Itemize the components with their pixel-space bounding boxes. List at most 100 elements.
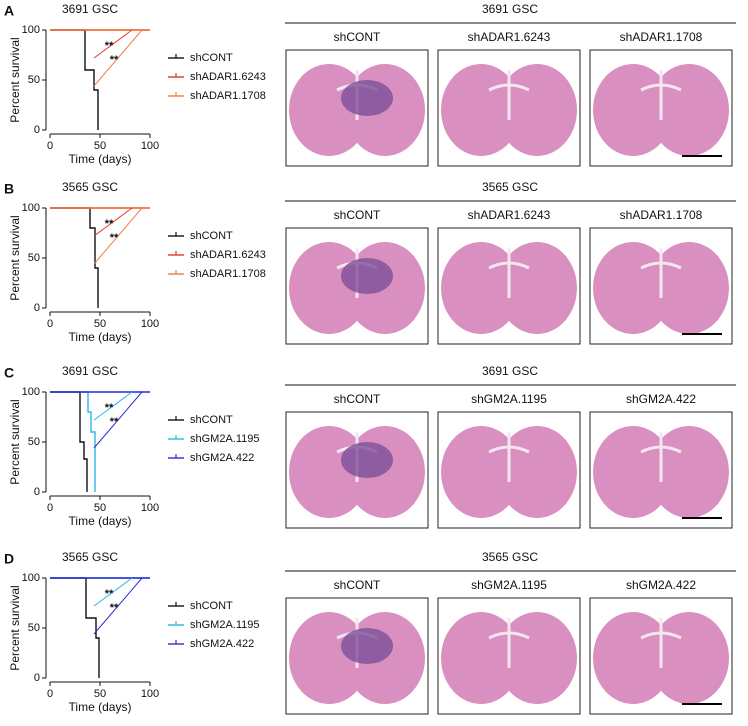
legend-label: shGM2A.422 bbox=[190, 452, 254, 464]
chart-title: 3691 GSC bbox=[62, 2, 118, 16]
y-tick-label: 100 bbox=[22, 572, 40, 584]
y-tick-label: 0 bbox=[34, 486, 40, 498]
tumor bbox=[341, 258, 393, 294]
significance-arrow bbox=[93, 577, 133, 607]
y-tick-label: 50 bbox=[28, 622, 40, 634]
legend-label: shCONT bbox=[190, 230, 233, 242]
x-axis-title: Time (days) bbox=[69, 152, 132, 166]
panel-label: A bbox=[4, 3, 14, 19]
image-label: shADAR1.1708 bbox=[620, 208, 703, 222]
chart-title: 3565 GSC bbox=[62, 550, 118, 564]
y-tick-label: 100 bbox=[22, 24, 40, 36]
significance-mark: ** bbox=[110, 416, 119, 428]
legend-label: shCONT bbox=[190, 414, 233, 426]
survival-curve bbox=[50, 577, 100, 678]
significance-arrow bbox=[93, 391, 133, 421]
y-tick-label: 0 bbox=[34, 672, 40, 684]
x-tick-label: 100 bbox=[141, 140, 159, 152]
image-label: shGM2A.422 bbox=[626, 392, 696, 406]
legend-label: shADAR1.6243 bbox=[190, 71, 266, 83]
tumor bbox=[341, 80, 393, 116]
x-tick-label: 100 bbox=[141, 688, 159, 700]
legend-label: shADAR1.1708 bbox=[190, 268, 266, 280]
panel-label: B bbox=[4, 181, 14, 197]
legend-label: shGM2A.1195 bbox=[190, 433, 260, 445]
ventricle bbox=[488, 618, 530, 668]
survival-curve bbox=[50, 391, 88, 492]
significance-arrow bbox=[93, 391, 143, 449]
image-label: shGM2A.422 bbox=[626, 578, 696, 592]
chart-title: 3691 GSC bbox=[62, 364, 118, 378]
image-group-title: 3565 GSC bbox=[482, 180, 538, 194]
x-axis-title: Time (days) bbox=[69, 330, 132, 344]
significance-arrow bbox=[93, 29, 133, 59]
significance-mark: ** bbox=[110, 602, 119, 614]
significance-mark: ** bbox=[110, 232, 119, 244]
significance-arrow bbox=[93, 207, 133, 237]
significance-mark: ** bbox=[110, 54, 119, 66]
legend-label: shCONT bbox=[190, 600, 233, 612]
image-label: shADAR1.6243 bbox=[468, 208, 551, 222]
legend-label: shADAR1.6243 bbox=[190, 249, 266, 261]
x-tick-label: 0 bbox=[47, 502, 53, 514]
ventricle bbox=[640, 432, 682, 482]
ventricle bbox=[640, 248, 682, 298]
legend-label: shADAR1.1708 bbox=[190, 90, 266, 102]
y-tick-label: 50 bbox=[28, 74, 40, 86]
legend-label: shGM2A.1195 bbox=[190, 619, 260, 631]
y-axis-title: Percent survival bbox=[8, 215, 22, 300]
image-label: shCONT bbox=[334, 208, 381, 222]
x-tick-label: 100 bbox=[141, 318, 159, 330]
ventricle bbox=[488, 248, 530, 298]
y-tick-label: 50 bbox=[28, 436, 40, 448]
image-group-title: 3565 GSC bbox=[482, 550, 538, 564]
x-tick-label: 0 bbox=[47, 688, 53, 700]
y-tick-label: 100 bbox=[22, 202, 40, 214]
x-tick-label: 50 bbox=[94, 502, 106, 514]
survival-curve bbox=[50, 29, 99, 130]
legend-label: shCONT bbox=[190, 52, 233, 64]
x-axis-title: Time (days) bbox=[69, 514, 132, 528]
ventricle bbox=[488, 70, 530, 120]
panel-label: C bbox=[4, 365, 14, 381]
image-label: shADAR1.1708 bbox=[620, 30, 703, 44]
ventricle bbox=[640, 618, 682, 668]
y-axis-title: Percent survival bbox=[8, 585, 22, 670]
significance-mark: ** bbox=[105, 218, 114, 230]
image-label: shCONT bbox=[334, 578, 381, 592]
chart-title: 3565 GSC bbox=[62, 180, 118, 194]
significance-mark: ** bbox=[105, 40, 114, 52]
significance-arrow bbox=[93, 29, 143, 87]
ventricle bbox=[640, 70, 682, 120]
x-tick-label: 50 bbox=[94, 140, 106, 152]
ventricle bbox=[488, 432, 530, 482]
image-label: shADAR1.6243 bbox=[468, 30, 551, 44]
significance-arrow bbox=[93, 207, 143, 265]
y-tick-label: 0 bbox=[34, 124, 40, 136]
tumor bbox=[341, 442, 393, 478]
panel-label: D bbox=[4, 551, 14, 567]
image-label: shGM2A.1195 bbox=[471, 578, 547, 592]
survival-curve bbox=[50, 207, 99, 308]
y-axis-title: Percent survival bbox=[8, 37, 22, 122]
x-tick-label: 0 bbox=[47, 140, 53, 152]
tumor bbox=[341, 628, 393, 664]
y-tick-label: 50 bbox=[28, 252, 40, 264]
significance-mark: ** bbox=[105, 588, 114, 600]
x-axis-title: Time (days) bbox=[69, 700, 132, 714]
y-axis-title: Percent survival bbox=[8, 399, 22, 484]
significance-mark: ** bbox=[105, 402, 114, 414]
significance-arrow bbox=[93, 577, 143, 635]
y-tick-label: 100 bbox=[22, 386, 40, 398]
image-group-title: 3691 GSC bbox=[482, 364, 538, 378]
image-label: shCONT bbox=[334, 392, 381, 406]
survival-curve bbox=[50, 391, 96, 492]
image-label: shCONT bbox=[334, 30, 381, 44]
x-tick-label: 0 bbox=[47, 318, 53, 330]
legend-label: shGM2A.422 bbox=[190, 638, 254, 650]
x-tick-label: 50 bbox=[94, 688, 106, 700]
image-label: shGM2A.1195 bbox=[471, 392, 547, 406]
image-group-title: 3691 GSC bbox=[482, 2, 538, 16]
x-tick-label: 50 bbox=[94, 318, 106, 330]
